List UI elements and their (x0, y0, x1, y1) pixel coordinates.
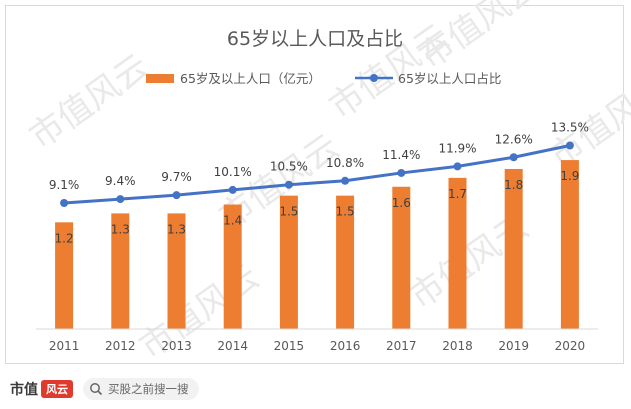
line-label-2014: 10.1% (214, 165, 252, 179)
bar-2015 (279, 195, 298, 329)
line-label-2015: 10.5% (270, 160, 308, 174)
search-text: 买股之前搜一搜 (108, 381, 189, 396)
bar-label-2020: 1.9 (560, 169, 579, 183)
brand-logo: 风云 (41, 379, 73, 398)
line-label-2012: 9.4% (105, 174, 136, 188)
x-tick-2020: 2020 (555, 339, 586, 353)
line-point-2019 (509, 153, 518, 162)
bar-label-2018: 1.7 (448, 187, 467, 201)
brand-name: 市值 (10, 381, 38, 398)
line-label-2019: 12.6% (495, 132, 533, 146)
x-tick-2013: 2013 (161, 339, 192, 353)
line-path (63, 144, 571, 205)
line-point-2018 (453, 162, 462, 171)
footer: 市值 风云 买股之前搜一搜 (0, 368, 631, 409)
line-series: 9.1% 9.4% 9.7% 10.1% 10.5% 10.8% 11.4% 11.9% 12.… (49, 120, 589, 207)
chart-frame (5, 5, 624, 364)
watermark-text: 市值风云 (22, 47, 156, 158)
line-label-2018: 11.9% (438, 141, 476, 155)
chart-title: 65岁以上人口及占比 (227, 28, 403, 50)
legend-bar-label: 65岁及以上人口（亿元） (180, 71, 321, 86)
line-point-2015 (284, 180, 293, 189)
bar-label-2016: 1.5 (336, 205, 355, 219)
search-pill[interactable]: 买股之前搜一搜 (83, 377, 199, 400)
bar-2011 (55, 222, 74, 329)
bar-2016 (336, 195, 355, 329)
bar-label-2013: 1.3 (167, 222, 186, 236)
x-tick-labels: 2011 2012 2013 2014 2015 2016 2017 2018 2019 2020 (49, 339, 585, 353)
search-icon (90, 382, 103, 395)
bar-2018 (448, 177, 467, 329)
line-point-2014 (228, 185, 237, 194)
line-point-2017 (397, 168, 406, 177)
bar-2012 (111, 213, 130, 329)
bar-label-2015: 1.5 (279, 205, 298, 219)
legend-bar-swatch (146, 74, 174, 83)
line-label-2016: 10.8% (326, 156, 364, 170)
bar-2017 (392, 186, 411, 329)
x-tick-2012: 2012 (105, 339, 136, 353)
line-point-2012 (116, 195, 125, 204)
bar-label-2011: 1.2 (55, 231, 74, 245)
bar-label-2019: 1.8 (504, 178, 523, 192)
x-tick-2011: 2011 (49, 339, 80, 353)
legend-line-marker (370, 74, 378, 82)
bar-2020 (560, 160, 579, 329)
line-point-2016 (341, 176, 350, 185)
legend-line-label: 65岁以上人口占比 (398, 71, 501, 86)
x-tick-2019: 2019 (498, 339, 529, 353)
line-point-2013 (172, 191, 181, 200)
line-label-2020: 13.5% (551, 120, 589, 134)
line-label-2013: 9.7% (161, 170, 192, 184)
x-tick-2014: 2014 (217, 339, 248, 353)
x-tick-2017: 2017 (386, 339, 417, 353)
line-point-2011 (60, 199, 69, 207)
line-point-2020 (565, 141, 574, 150)
bar-series: 1.2 1.3 1.3 1.4 1.5 1.5 1.6 1.7 1.8 1.9 (55, 160, 579, 329)
bar-label-2012: 1.3 (111, 222, 130, 236)
brand: 市值 风云 (10, 379, 73, 399)
bar-2014 (223, 204, 242, 329)
x-tick-2018: 2018 (442, 339, 473, 353)
line-label-2011: 9.1% (49, 178, 80, 192)
x-tick-2015: 2015 (274, 339, 305, 353)
legend: 65岁及以上人口（亿元） 65岁以上人口占比 (146, 71, 501, 86)
bar-label-2017: 1.6 (392, 196, 411, 210)
line-label-2017: 11.4% (382, 148, 420, 162)
bar-2013 (167, 213, 186, 329)
x-tick-2016: 2016 (330, 339, 361, 353)
bar-label-2014: 1.4 (223, 214, 242, 228)
bar-2019 (504, 168, 523, 329)
